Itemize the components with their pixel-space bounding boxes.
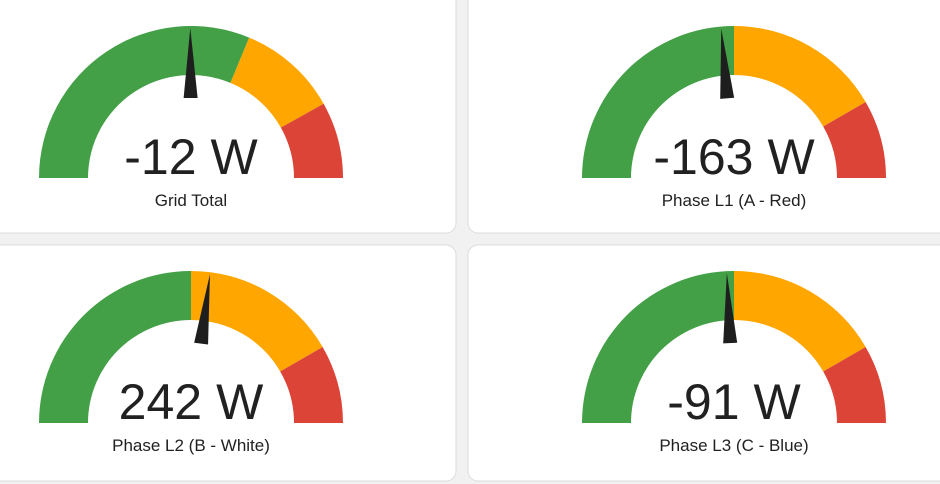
value-unit: W [216, 374, 264, 430]
gauge-needle [183, 28, 198, 99]
gauge-name: Phase L3 (C - Blue) [659, 436, 808, 455]
gauge-needle [720, 28, 735, 99]
gauge-segment [582, 26, 734, 178]
value-unit: W [754, 374, 802, 430]
gauge-segment [280, 103, 343, 178]
gauge-segment [39, 25, 250, 179]
gauge-name: Phase L2 (B - White) [112, 436, 270, 455]
value-unit: W [211, 129, 259, 185]
value-unit: W [767, 129, 815, 185]
gauge-segment [230, 37, 324, 128]
gauge-value: -163 W [653, 129, 815, 185]
gauge-value: -12 W [124, 129, 258, 185]
gauge-segment [823, 102, 886, 178]
gauge-name: Phase L1 (A - Red) [662, 191, 807, 210]
gauge-value: 242 W [119, 374, 264, 430]
value-number: -91 [667, 374, 739, 430]
value-number: -12 [124, 129, 196, 185]
gauge-segment [823, 347, 886, 423]
value-number: -163 [653, 129, 753, 185]
value-number: 242 [119, 374, 202, 430]
gauge-segment [39, 271, 191, 423]
gauge-segment [734, 26, 866, 127]
gauge-name: Grid Total [155, 191, 227, 210]
gauge-segment [582, 271, 734, 423]
gauge-segment [191, 271, 323, 372]
gauge-needle [723, 273, 738, 344]
gauge-segment [280, 347, 343, 423]
gauge-needle [194, 274, 210, 345]
gauge-value: -91 W [667, 374, 801, 430]
gauge-segment [734, 271, 866, 372]
